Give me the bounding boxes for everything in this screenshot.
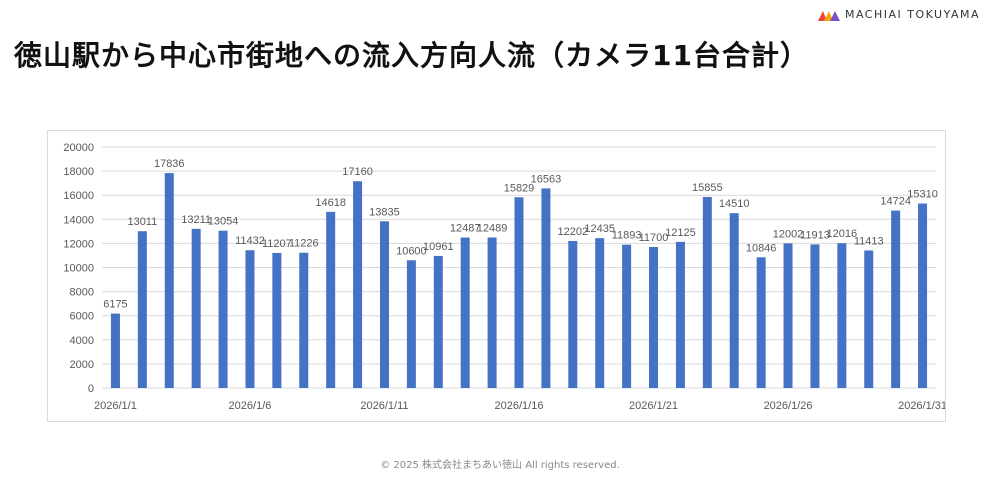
data-label: 13211 (181, 214, 211, 226)
bar (353, 181, 363, 388)
data-label: 17160 (342, 166, 373, 178)
data-label: 11226 (289, 238, 319, 250)
bar (837, 243, 847, 388)
bar (514, 197, 524, 388)
data-label: 12125 (665, 227, 696, 239)
bar (406, 260, 416, 388)
bar (460, 237, 470, 388)
bar (783, 243, 793, 388)
bar (675, 241, 685, 388)
data-label: 11207 (262, 238, 292, 250)
data-label: 13011 (127, 216, 157, 228)
data-label: 6175 (103, 299, 127, 311)
y-tick-label: 20000 (63, 142, 94, 154)
bar (110, 313, 120, 388)
data-label: 15310 (907, 189, 938, 201)
bar (729, 213, 739, 388)
bar (595, 238, 605, 388)
y-tick-label: 12000 (63, 238, 94, 250)
bar (622, 244, 632, 388)
x-tick-label: 2026/1/1 (94, 400, 137, 412)
data-label: 14618 (315, 197, 346, 209)
y-tick-label: 8000 (70, 287, 94, 299)
bar (702, 196, 712, 388)
data-label: 10846 (746, 242, 777, 254)
bar (756, 257, 766, 388)
logo-text: MACHIAI TOKUYAMA (844, 8, 980, 21)
y-tick-label: 4000 (70, 335, 94, 347)
data-label: 13054 (208, 216, 239, 228)
data-label: 17836 (154, 158, 185, 170)
x-tick-label: 2026/1/21 (629, 400, 678, 412)
data-label: 13835 (369, 206, 400, 218)
copyright-footer: © 2025 株式会社まちあい徳山 All rights reserved. (380, 460, 620, 471)
bar (487, 237, 497, 388)
data-label: 12489 (477, 223, 508, 235)
x-tick-label: 2026/1/6 (229, 400, 272, 412)
data-label: 10600 (396, 245, 427, 257)
data-label: 12435 (584, 223, 615, 235)
bar (433, 255, 443, 388)
data-label: 11432 (235, 235, 265, 247)
y-tick-label: 6000 (70, 311, 94, 323)
bar (541, 188, 551, 388)
data-label: 12016 (827, 228, 858, 240)
data-label: 12202 (558, 226, 589, 238)
x-tick-label: 2026/1/16 (495, 400, 544, 412)
bar (918, 203, 928, 388)
data-label: 11893 (612, 230, 642, 242)
bar (864, 250, 874, 388)
bar (191, 228, 201, 388)
x-tick-label: 2026/1/26 (764, 400, 813, 412)
data-label: 14724 (880, 196, 911, 208)
y-tick-label: 18000 (63, 166, 94, 178)
y-tick-label: 16000 (63, 190, 94, 202)
data-label: 15829 (504, 182, 535, 194)
bar (379, 221, 389, 388)
data-label: 11413 (854, 235, 884, 247)
logo-mark-icon (817, 10, 840, 21)
y-tick-label: 10000 (63, 263, 94, 275)
x-tick-label: 2026/1/11 (360, 400, 408, 412)
data-label: 14510 (719, 198, 750, 210)
x-tick-label: 2026/1/31 (898, 400, 945, 412)
data-label: 10961 (423, 241, 454, 253)
bar (649, 247, 659, 388)
page-title: 徳山駅から中心市街地への流入方向人流（カメラ11台合計） (14, 39, 809, 72)
bar (218, 230, 228, 388)
bar (272, 252, 282, 388)
bar (245, 250, 255, 388)
bar (137, 231, 147, 388)
bar-chart: 0 2000 4000 6000 8000 10000 12000 14000 16000 180… (63, 142, 947, 412)
bar (568, 240, 578, 388)
data-label: 11700 (639, 232, 669, 244)
y-tick-label: 0 (88, 383, 94, 395)
bar (299, 252, 309, 388)
bar (810, 244, 820, 388)
bar (164, 173, 174, 388)
bar (891, 210, 901, 388)
data-label: 12002 (773, 228, 804, 240)
brand-logo: MACHIAI TOKUYAMA (817, 8, 980, 21)
bar (326, 211, 336, 388)
data-label: 16563 (531, 173, 562, 185)
data-label: 12487 (450, 223, 481, 235)
chart-container: 0 2000 4000 6000 8000 10000 12000 14000 16000 180… (47, 130, 947, 422)
y-tick-label: 14000 (63, 214, 94, 226)
data-label: 11913 (800, 229, 830, 241)
y-tick-label: 2000 (70, 359, 94, 371)
data-label: 15855 (692, 182, 723, 194)
